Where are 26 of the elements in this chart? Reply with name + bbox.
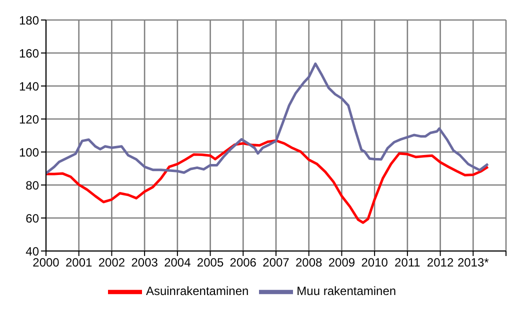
legend-label: Muu rakentaminen (296, 284, 396, 298)
y-tick-label: 120 (18, 112, 40, 126)
x-tick-label: 2004 (164, 256, 192, 270)
x-tick-label: 2000 (32, 256, 60, 270)
legend-label: Asuinrakentaminen (146, 284, 249, 298)
x-tick-label: 2013* (457, 256, 490, 270)
x-tick-label: 2011 (394, 256, 421, 270)
line-series (46, 139, 490, 224)
y-tick-label: 180 (18, 13, 40, 28)
y-tick-label: 40 (26, 244, 40, 258)
x-tick-label: 2005 (196, 256, 224, 270)
y-tick-label: 160 (18, 46, 40, 60)
y-tick-label: 100 (18, 145, 40, 160)
x-tick-label: 2006 (230, 256, 257, 270)
x-tick-label: 2007 (262, 256, 290, 270)
x-tick-label: 2008 (296, 256, 323, 270)
x-tick-label: 2010 (361, 256, 388, 270)
x-tick-label: 2003 (131, 256, 158, 270)
x-tick-label: 2009 (328, 256, 356, 270)
y-tick-label: 80 (26, 178, 40, 192)
x-tick-label: 2001 (66, 256, 93, 270)
x-tick-label: 2002 (98, 256, 126, 270)
y-tick-label: 140 (18, 79, 40, 94)
x-tick-label: 2012 (426, 256, 454, 270)
line-series (46, 62, 490, 175)
y-tick-label: 60 (26, 211, 40, 226)
